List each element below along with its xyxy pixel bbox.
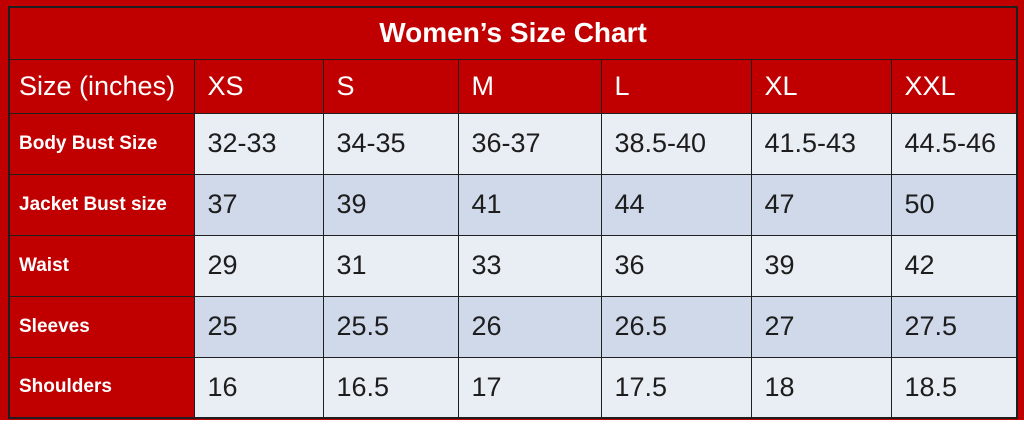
size-value-cell: 27 (750, 295, 892, 358)
size-value-cell: 17 (457, 356, 602, 419)
row-label: Shoulders (8, 356, 195, 419)
size-value-cell: 26 (457, 295, 602, 358)
header-cell-xxl: XXL (890, 58, 1018, 114)
row-label: Body Bust Size (8, 112, 195, 175)
table-row: Body Bust Size 32-33 34-35 36-37 38.5-40 41.5… (8, 112, 1018, 175)
size-value-cell: 29 (193, 234, 324, 297)
size-value-cell: 42 (890, 234, 1018, 297)
header-cell-s: S (322, 58, 459, 114)
size-value-cell: 25 (193, 295, 324, 358)
table-row: Jacket Bust size 37 39 41 44 47 50 (8, 173, 1018, 236)
size-value-cell: 27.5 (890, 295, 1018, 358)
header-cell-xl: XL (750, 58, 892, 114)
size-value-cell: 41 (457, 173, 602, 236)
size-value-cell: 16.5 (322, 356, 459, 419)
size-value-cell: 44.5-46 (890, 112, 1018, 175)
size-value-cell: 44 (600, 173, 752, 236)
header-cell-xs: XS (193, 58, 324, 114)
size-value-cell: 36-37 (457, 112, 602, 175)
size-value-cell: 41.5-43 (750, 112, 892, 175)
size-value-cell: 32-33 (193, 112, 324, 175)
size-value-cell: 39 (750, 234, 892, 297)
size-value-cell: 33 (457, 234, 602, 297)
size-value-cell: 18 (750, 356, 892, 419)
size-value-cell: 31 (322, 234, 459, 297)
size-value-cell: 17.5 (600, 356, 752, 419)
womens-size-chart-table: Women’s Size Chart Size (inches) XS S M L XL X… (8, 6, 1019, 419)
row-label: Waist (8, 234, 195, 297)
chart-title: Women’s Size Chart (8, 6, 1018, 60)
size-value-cell: 36 (600, 234, 752, 297)
title-row: Women’s Size Chart (8, 6, 1018, 60)
table-row: Waist 29 31 33 36 39 42 (8, 234, 1018, 297)
size-value-cell: 50 (890, 173, 1018, 236)
table-row: Shoulders 16 16.5 17 17.5 18 18.5 (8, 356, 1018, 419)
size-value-cell: 25.5 (322, 295, 459, 358)
size-chart-body: Body Bust Size 32-33 34-35 36-37 38.5-40 41.5… (8, 112, 1018, 419)
row-label: Jacket Bust size (8, 173, 195, 236)
header-cell-m: M (457, 58, 602, 114)
size-value-cell: 34-35 (322, 112, 459, 175)
size-value-cell: 26.5 (600, 295, 752, 358)
size-value-cell: 38.5-40 (600, 112, 752, 175)
table-row: Sleeves 25 25.5 26 26.5 27 27.5 (8, 295, 1018, 358)
size-value-cell: 18.5 (890, 356, 1018, 419)
size-value-cell: 16 (193, 356, 324, 419)
header-cell-size-inches: Size (inches) (8, 58, 195, 114)
row-label: Sleeves (8, 295, 195, 358)
size-value-cell: 47 (750, 173, 892, 236)
size-value-cell: 39 (322, 173, 459, 236)
size-value-cell: 37 (193, 173, 324, 236)
header-cell-l: L (600, 58, 752, 114)
size-header-row: Size (inches) XS S M L XL XXL (8, 58, 1018, 114)
